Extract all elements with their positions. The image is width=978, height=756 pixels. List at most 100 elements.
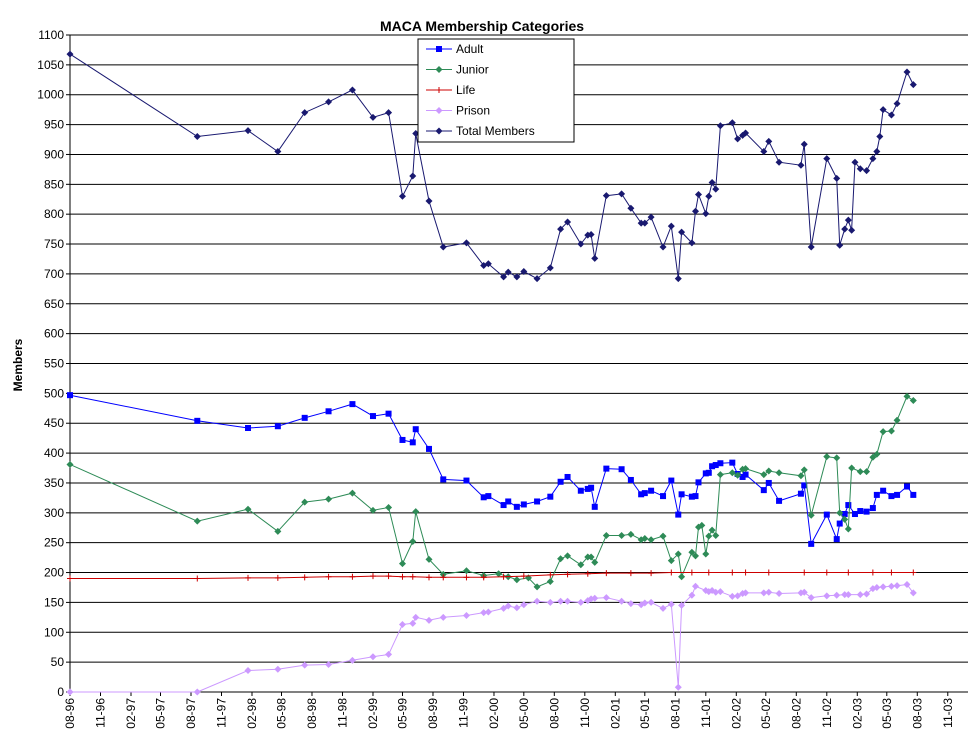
- data-point: [765, 137, 773, 145]
- data-point: [587, 230, 595, 238]
- data-point: [274, 527, 282, 535]
- data-point: [880, 487, 887, 494]
- data-point: [409, 619, 417, 627]
- legend-item: Junior: [426, 63, 489, 77]
- data-point: [425, 616, 433, 624]
- data-point: [557, 555, 565, 563]
- data-point: [909, 81, 917, 89]
- x-tick-label: 02-03: [850, 698, 864, 729]
- data-point: [426, 574, 433, 581]
- data-point: [848, 464, 856, 472]
- data-point: [775, 589, 783, 597]
- data-point: [760, 147, 768, 155]
- y-tick-label: 650: [44, 297, 64, 311]
- data-point: [349, 401, 356, 408]
- data-point: [797, 490, 804, 497]
- data-point: [797, 161, 805, 169]
- data-point: [823, 569, 830, 576]
- data-point: [591, 503, 598, 510]
- data-point: [894, 491, 901, 498]
- x-tick-label: 05-00: [517, 698, 531, 729]
- data-point: [484, 260, 492, 268]
- data-point: [602, 594, 610, 602]
- data-point: [856, 591, 864, 599]
- data-point: [500, 273, 508, 281]
- data-point: [193, 688, 201, 696]
- series-line: [70, 572, 914, 579]
- x-tick-label: 11-99: [456, 698, 470, 728]
- data-point: [398, 192, 406, 200]
- data-point: [547, 493, 554, 500]
- data-point: [775, 469, 783, 477]
- data-point: [647, 213, 655, 221]
- data-point: [641, 599, 649, 607]
- data-point: [546, 264, 554, 272]
- x-tick-label: 11-01: [699, 698, 713, 728]
- data-point: [641, 490, 648, 497]
- data-point: [888, 493, 895, 500]
- data-point: [274, 423, 281, 430]
- x-tick-label: 11-00: [578, 698, 592, 728]
- data-point: [708, 179, 716, 187]
- data-point: [412, 508, 420, 516]
- data-point: [688, 493, 695, 500]
- legend-label: Life: [456, 83, 476, 97]
- data-point: [194, 575, 201, 582]
- y-tick-label: 350: [44, 476, 64, 490]
- y-tick-labels: 0 50 100 150 200 250 300 350 400 450 500 550 600 650 7…: [37, 28, 64, 699]
- data-point: [385, 573, 392, 580]
- x-tick-label: 05-02: [759, 698, 773, 729]
- legend-item: Life: [426, 83, 476, 97]
- data-point: [712, 185, 720, 193]
- y-tick-label: 750: [44, 237, 64, 251]
- data-point: [426, 445, 433, 452]
- data-point: [577, 240, 585, 248]
- data-point: [462, 567, 470, 575]
- y-tick-label: 800: [44, 207, 64, 221]
- x-tick-label: 02-01: [608, 698, 622, 729]
- data-point: [274, 147, 282, 155]
- x-tick-labels: 08-96 11-96 02-97 05-97 08-97 11-97 02-98 05-98…: [63, 698, 955, 729]
- data-point: [348, 489, 356, 497]
- data-point: [659, 532, 667, 540]
- data-point: [577, 598, 585, 606]
- data-point: [67, 575, 73, 582]
- legend-swatch-marker: [435, 107, 443, 114]
- data-point: [480, 574, 487, 581]
- x-tick-label: 08-03: [910, 698, 924, 729]
- y-tick-label: 600: [44, 327, 64, 341]
- data-point: [409, 537, 417, 545]
- data-point: [808, 540, 815, 547]
- data-point: [500, 573, 507, 580]
- y-tick-label: 250: [44, 536, 64, 550]
- data-point: [674, 683, 682, 691]
- legend-item: Adult: [426, 42, 484, 56]
- data-point: [348, 86, 356, 94]
- data-point: [500, 502, 507, 509]
- data-point: [712, 532, 720, 540]
- data-point: [863, 508, 870, 515]
- data-point: [412, 130, 420, 138]
- data-point: [564, 473, 571, 480]
- data-point: [775, 158, 783, 166]
- data-point: [627, 530, 635, 538]
- data-point: [412, 613, 420, 621]
- data-point: [668, 569, 675, 576]
- data-point: [688, 591, 696, 599]
- data-point: [557, 478, 564, 485]
- data-point: [325, 661, 333, 669]
- data-point: [688, 548, 696, 556]
- x-tick-label: 11-03: [941, 698, 955, 728]
- data-point: [695, 479, 702, 486]
- data-point: [399, 436, 406, 443]
- data-point: [627, 600, 635, 608]
- data-point: [385, 650, 393, 658]
- data-point: [534, 498, 541, 505]
- data-point: [463, 477, 470, 484]
- data-point: [557, 597, 565, 605]
- data-point: [301, 414, 308, 421]
- data-point: [765, 569, 772, 576]
- x-tick-label: 05-99: [395, 698, 409, 729]
- data-point: [369, 653, 377, 661]
- data-point: [325, 98, 333, 106]
